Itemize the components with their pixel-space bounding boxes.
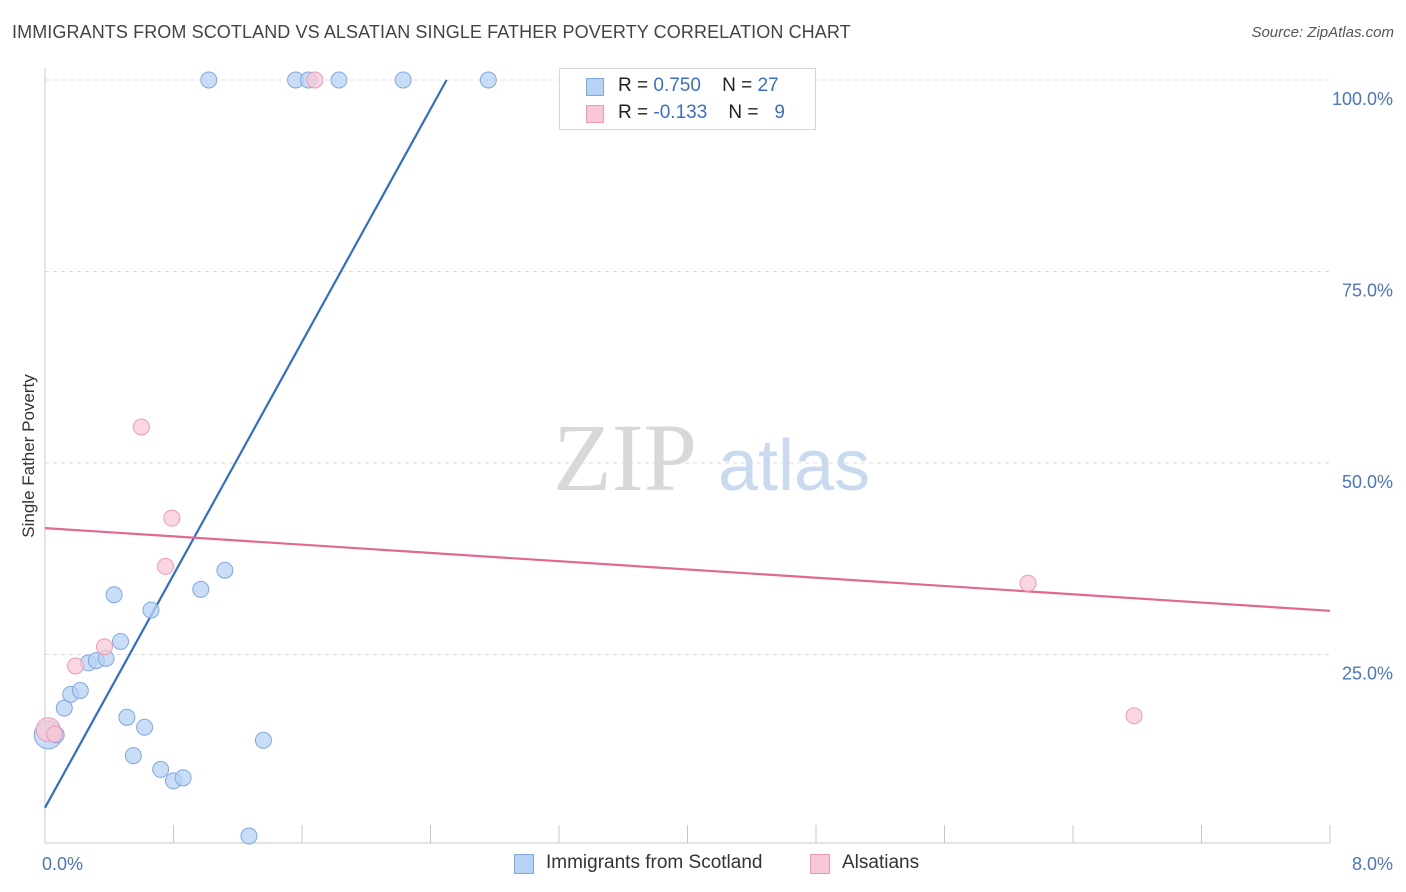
y-tick-label: 100.0% (1332, 89, 1393, 109)
series-legend: Immigrants from Scotland Alsatians (0, 852, 1406, 878)
x-tick-label-max: 8.0% (1352, 854, 1393, 874)
data-point-scotland (330, 71, 348, 89)
series-swatch-pink (810, 854, 830, 874)
data-point-alsatians (163, 509, 181, 527)
data-point-scotland (192, 580, 210, 598)
y-tick-label: 50.0% (1342, 472, 1393, 492)
chart-title: IMMIGRANTS FROM SCOTLAND VS ALSATIAN SIN… (12, 22, 851, 42)
data-point-alsatians (95, 638, 113, 656)
y-tick-labels: 25.0% 50.0% 75.0% 100.0% (1332, 89, 1393, 684)
data-point-scotland (136, 718, 154, 736)
data-point-scotland (71, 682, 89, 700)
data-point-scotland (55, 699, 73, 717)
n-value: 9 (774, 102, 785, 123)
correlation-legend: R = 0.750 N = 27 R = -0.133 N = 9 (559, 68, 816, 130)
watermark-atlas: atlas (718, 426, 870, 506)
data-point-scotland (254, 731, 272, 749)
y-axis-title: Single Father Poverty (19, 374, 38, 538)
data-point-scotland (111, 632, 129, 650)
points-layer (33, 71, 1143, 845)
n-label: N = (728, 102, 759, 123)
n-label: N = (722, 75, 753, 96)
data-point-scotland (174, 769, 192, 787)
data-point-scotland (200, 71, 218, 89)
data-point-alsatians (46, 725, 64, 743)
legend-swatch-blue (586, 78, 604, 96)
data-point-scotland (118, 708, 136, 726)
r-label: R = (618, 102, 649, 123)
data-point-alsatians (1125, 707, 1143, 725)
grid-layer (45, 79, 1330, 655)
data-point-scotland (394, 71, 412, 89)
watermark: ZIP atlas (553, 404, 870, 511)
y-tick-label: 75.0% (1342, 281, 1393, 301)
trend-line-scotland (44, 79, 448, 809)
trend-layer (44, 79, 1331, 809)
chart-source: Source: ZipAtlas.com (1251, 24, 1394, 41)
data-point-scotland (240, 827, 258, 845)
data-point-alsatians (132, 418, 150, 436)
legend-text-scotland: R = 0.750 N = 27 (618, 75, 779, 97)
data-point-scotland (216, 561, 234, 579)
series-swatch-blue (514, 854, 534, 874)
data-point-scotland (152, 760, 170, 778)
axis-layer (44, 68, 1331, 844)
series-label-alsatians: Alsatians (842, 852, 920, 873)
y-tick-label: 25.0% (1342, 664, 1393, 684)
r-value: -0.133 (653, 102, 708, 123)
watermark-zip: ZIP (553, 404, 697, 511)
trend-line-alsatians (44, 527, 1331, 612)
r-label: R = (618, 75, 649, 96)
data-point-scotland (479, 71, 497, 89)
legend-text-alsatians: R = -0.133 N = 9 (618, 102, 785, 124)
r-value: 0.750 (653, 75, 701, 96)
series-label-scotland: Immigrants from Scotland (546, 852, 763, 873)
data-point-alsatians (1019, 574, 1037, 592)
data-point-scotland (105, 586, 123, 604)
n-value: 27 (757, 75, 779, 96)
legend-swatch-pink (586, 105, 604, 123)
data-point-alsatians (67, 657, 85, 675)
data-point-alsatians (156, 557, 174, 575)
data-point-scotland (124, 747, 142, 765)
x-tick-label-min: 0.0% (42, 854, 83, 874)
data-point-scotland (142, 601, 160, 619)
data-point-alsatians (306, 71, 324, 89)
